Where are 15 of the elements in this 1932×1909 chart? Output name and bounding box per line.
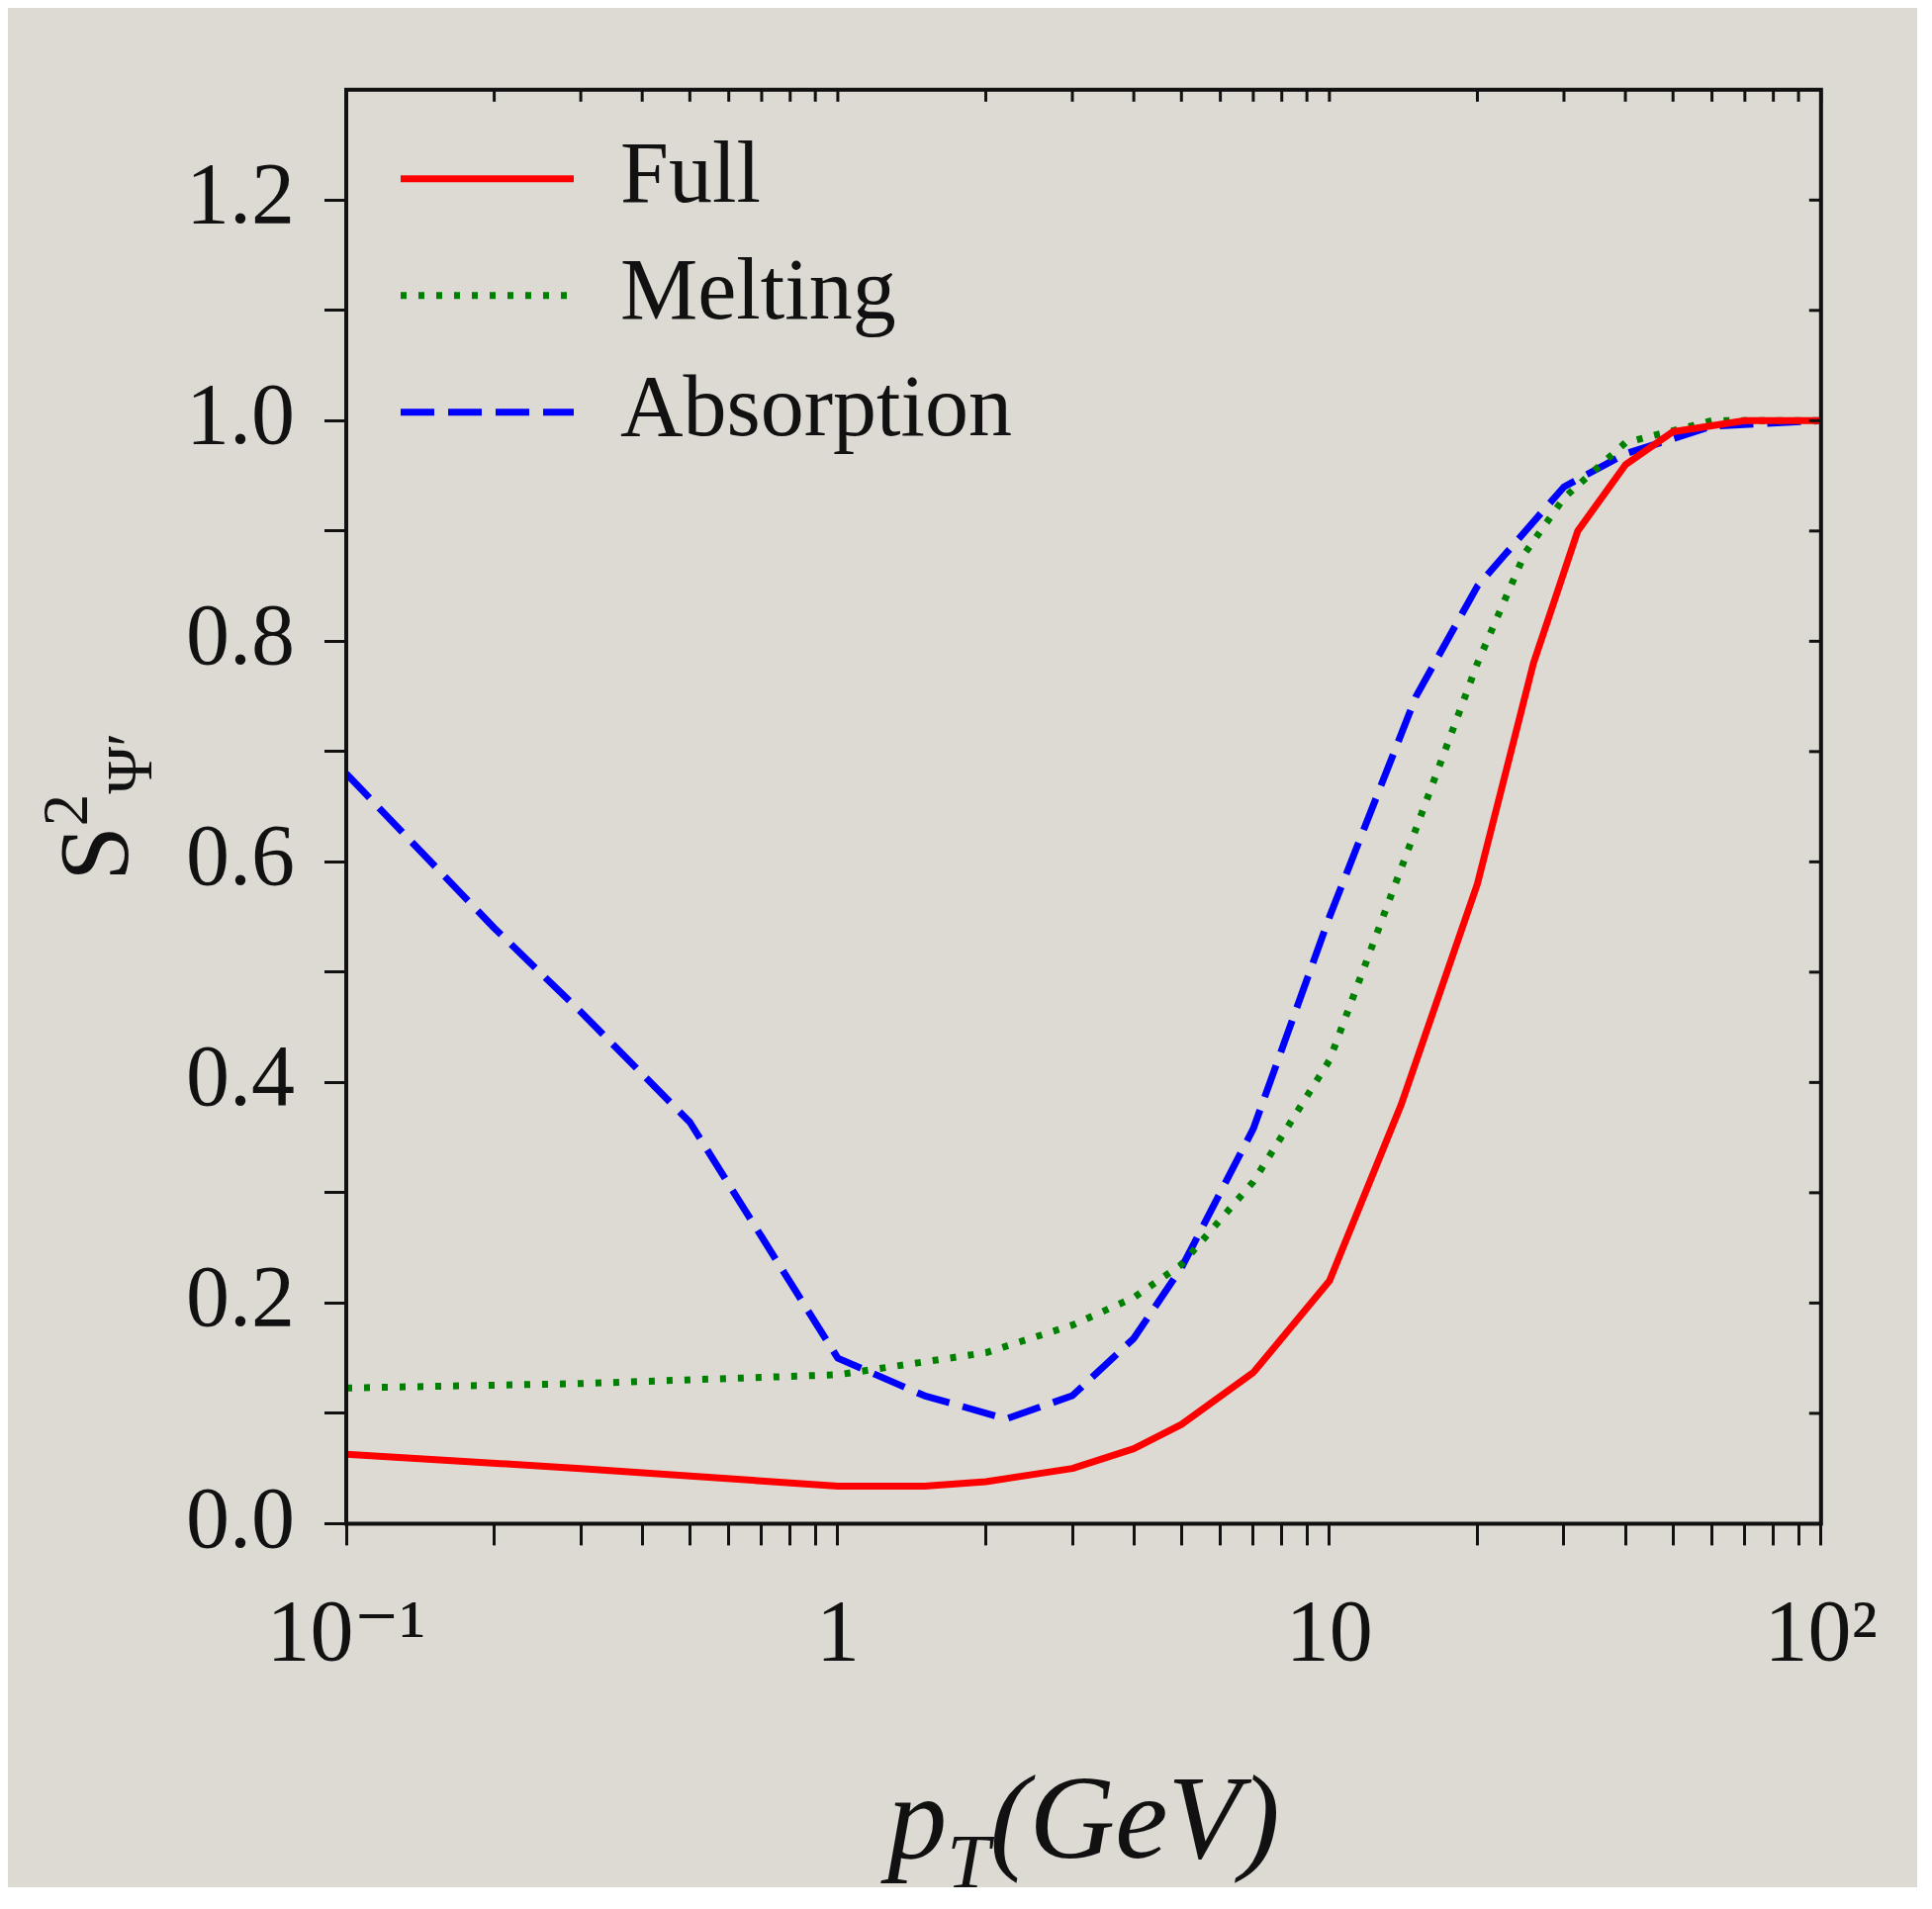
y-tick-label: 0.2 [186,1248,295,1345]
y-tick-label: 0.4 [186,1028,295,1125]
x-tick-label: 10² [1764,1583,1878,1680]
y-axis-title: S2Ψ′ [30,732,165,881]
legend-label: Full [620,124,761,221]
x-tick-label: 1 [815,1583,860,1680]
x-tick-label: 10 [1285,1583,1373,1680]
y-tick-label: 1.2 [186,145,295,242]
y-tick-label: 1.0 [186,366,295,463]
y-tick-label: 0.0 [186,1469,295,1566]
x-tick-label: 10⁻¹ [266,1583,426,1680]
y-tick-label: 0.8 [186,587,295,683]
legend-label: Melting [620,240,896,337]
y-tick-label: 0.6 [186,807,295,904]
legend-label: Absorption [620,357,1012,454]
